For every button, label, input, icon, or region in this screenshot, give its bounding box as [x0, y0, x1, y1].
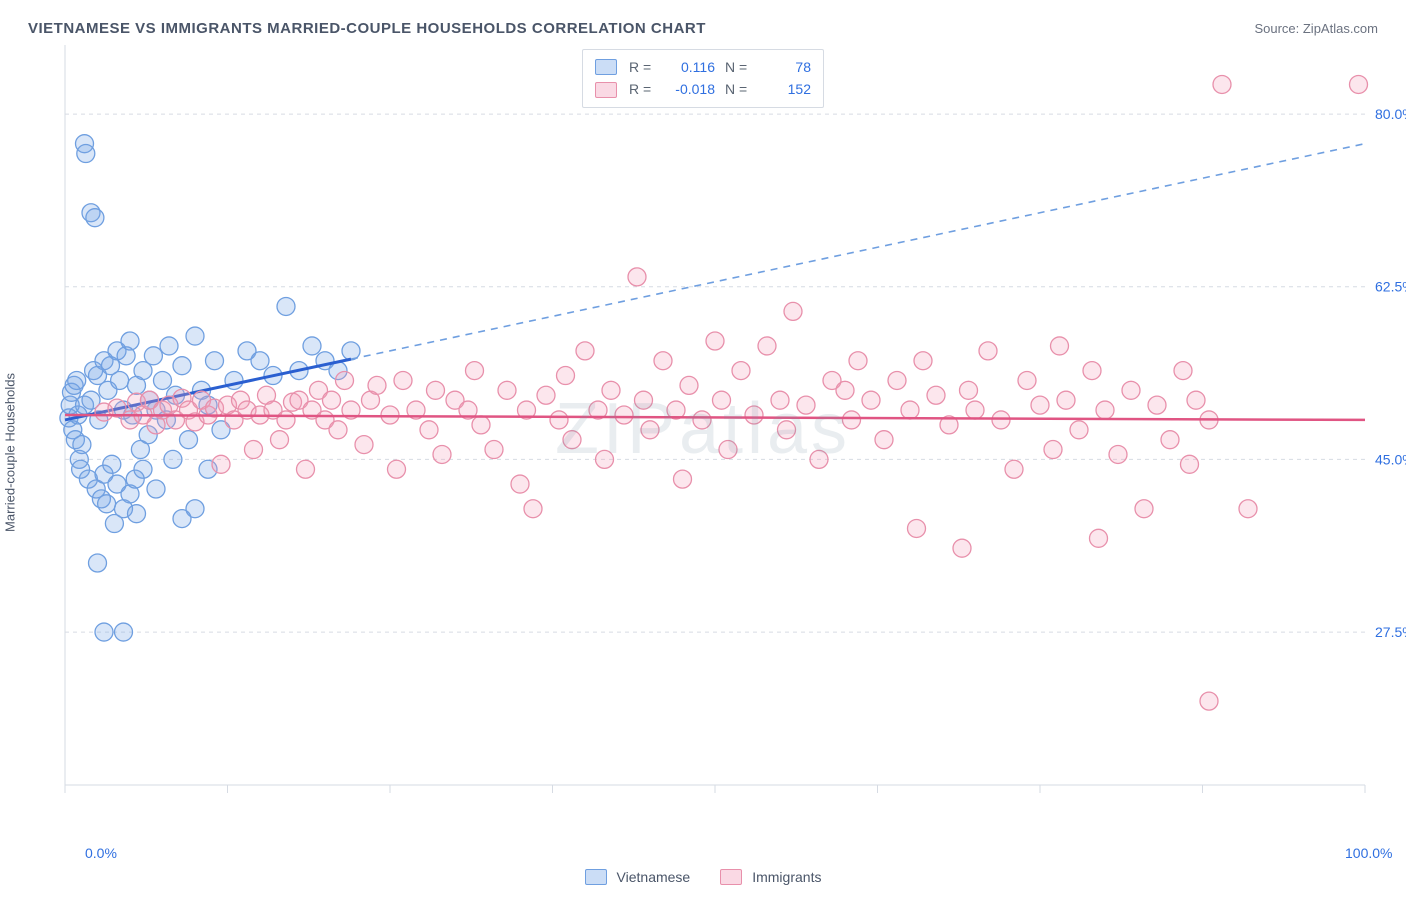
- svg-text:27.5%: 27.5%: [1375, 624, 1406, 640]
- legend-swatch-1: [595, 82, 617, 98]
- x-axis-labels: 0.0% 100.0%: [20, 845, 1386, 865]
- svg-text:45.0%: 45.0%: [1375, 451, 1406, 467]
- scatter-plot: 27.5% 45.0% 62.5% 80.0%: [20, 45, 1406, 815]
- legend-item-1: Immigrants: [720, 869, 821, 885]
- legend-row-series-1: R = -0.018 N = 152: [595, 78, 811, 100]
- legend-swatch-0: [595, 59, 617, 75]
- legend-item-0: Vietnamese: [585, 869, 691, 885]
- legend-bottom-swatch-1: [720, 869, 742, 885]
- y-axis-label: Married-couple Households: [3, 373, 18, 532]
- chart-header: VIETNAMESE VS IMMIGRANTS MARRIED-COUPLE …: [20, 20, 1386, 45]
- svg-text:80.0%: 80.0%: [1375, 106, 1406, 122]
- x-axis-label-right: 100.0%: [1345, 845, 1392, 861]
- chart-title: VIETNAMESE VS IMMIGRANTS MARRIED-COUPLE …: [28, 20, 706, 37]
- x-axis-label-left: 0.0%: [85, 845, 117, 861]
- chart-source: Source: ZipAtlas.com: [1254, 21, 1378, 36]
- legend-series: Vietnamese Immigrants: [20, 869, 1386, 885]
- legend-row-series-0: R = 0.116 N = 78: [595, 56, 811, 78]
- legend-correlation: R = 0.116 N = 78 R = -0.018 N = 152: [582, 49, 824, 108]
- legend-bottom-swatch-0: [585, 869, 607, 885]
- svg-text:62.5%: 62.5%: [1375, 279, 1406, 295]
- chart-container: Married-couple Households R = 0.116 N = …: [20, 45, 1386, 845]
